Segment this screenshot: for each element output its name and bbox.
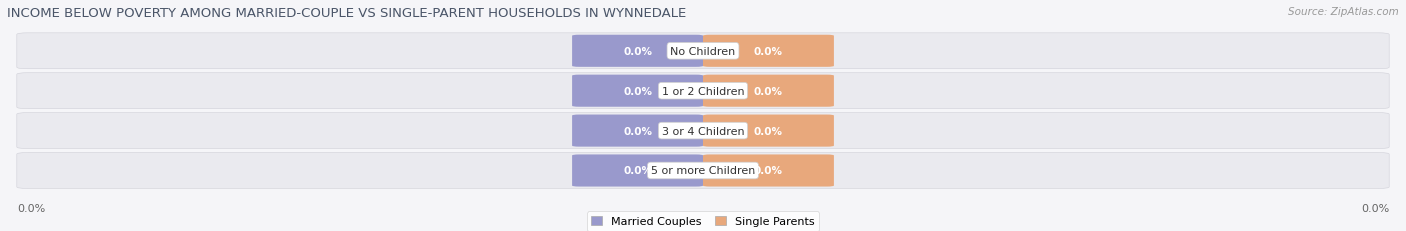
FancyBboxPatch shape bbox=[703, 155, 834, 187]
Text: 0.0%: 0.0% bbox=[623, 47, 652, 57]
FancyBboxPatch shape bbox=[572, 75, 703, 107]
Text: 0.0%: 0.0% bbox=[17, 203, 45, 213]
FancyBboxPatch shape bbox=[17, 34, 1389, 70]
Text: 0.0%: 0.0% bbox=[754, 126, 783, 136]
FancyBboxPatch shape bbox=[17, 153, 1389, 189]
FancyBboxPatch shape bbox=[572, 155, 703, 187]
Text: 1 or 2 Children: 1 or 2 Children bbox=[662, 86, 744, 96]
FancyBboxPatch shape bbox=[703, 75, 834, 107]
Text: 3 or 4 Children: 3 or 4 Children bbox=[662, 126, 744, 136]
FancyBboxPatch shape bbox=[703, 36, 834, 67]
Text: 0.0%: 0.0% bbox=[623, 86, 652, 96]
Text: 5 or more Children: 5 or more Children bbox=[651, 166, 755, 176]
Text: Source: ZipAtlas.com: Source: ZipAtlas.com bbox=[1288, 7, 1399, 17]
Text: 0.0%: 0.0% bbox=[754, 86, 783, 96]
FancyBboxPatch shape bbox=[17, 73, 1389, 109]
Text: 0.0%: 0.0% bbox=[754, 166, 783, 176]
Text: 0.0%: 0.0% bbox=[623, 166, 652, 176]
Legend: Married Couples, Single Parents: Married Couples, Single Parents bbox=[586, 212, 820, 231]
FancyBboxPatch shape bbox=[703, 115, 834, 147]
FancyBboxPatch shape bbox=[17, 113, 1389, 149]
FancyBboxPatch shape bbox=[572, 115, 703, 147]
Text: 0.0%: 0.0% bbox=[1361, 203, 1389, 213]
Text: INCOME BELOW POVERTY AMONG MARRIED-COUPLE VS SINGLE-PARENT HOUSEHOLDS IN WYNNEDA: INCOME BELOW POVERTY AMONG MARRIED-COUPL… bbox=[7, 7, 686, 20]
Text: 0.0%: 0.0% bbox=[754, 47, 783, 57]
Text: 0.0%: 0.0% bbox=[623, 126, 652, 136]
FancyBboxPatch shape bbox=[572, 36, 703, 67]
Text: No Children: No Children bbox=[671, 47, 735, 57]
